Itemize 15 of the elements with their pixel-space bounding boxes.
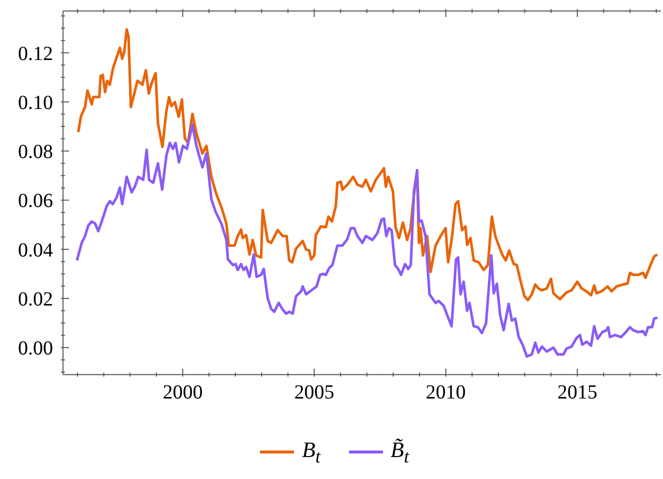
x-tick-label: 2010	[426, 382, 466, 404]
y-tick-label: 0.12	[18, 42, 53, 65]
y-tick-label: 0.04	[18, 239, 53, 262]
line-series	[76, 123, 659, 358]
legend-label: B̃$_{t}$	[390, 436, 410, 467]
x-tick-label: 2000	[162, 382, 203, 404]
x-tick-label: 2005	[294, 382, 334, 404]
y-tick-label: 0.00	[18, 338, 53, 360]
y-tick-label: 0.06	[18, 190, 53, 212]
line-series	[76, 28, 659, 302]
y-tick-label: 0.02	[18, 288, 53, 310]
y-tick-label: 0.08	[18, 141, 53, 164]
y-tick-label: 0.10	[18, 92, 53, 114]
legend-label: B$_{t}$	[302, 436, 320, 467]
x-tick-label: 2015	[557, 382, 598, 404]
